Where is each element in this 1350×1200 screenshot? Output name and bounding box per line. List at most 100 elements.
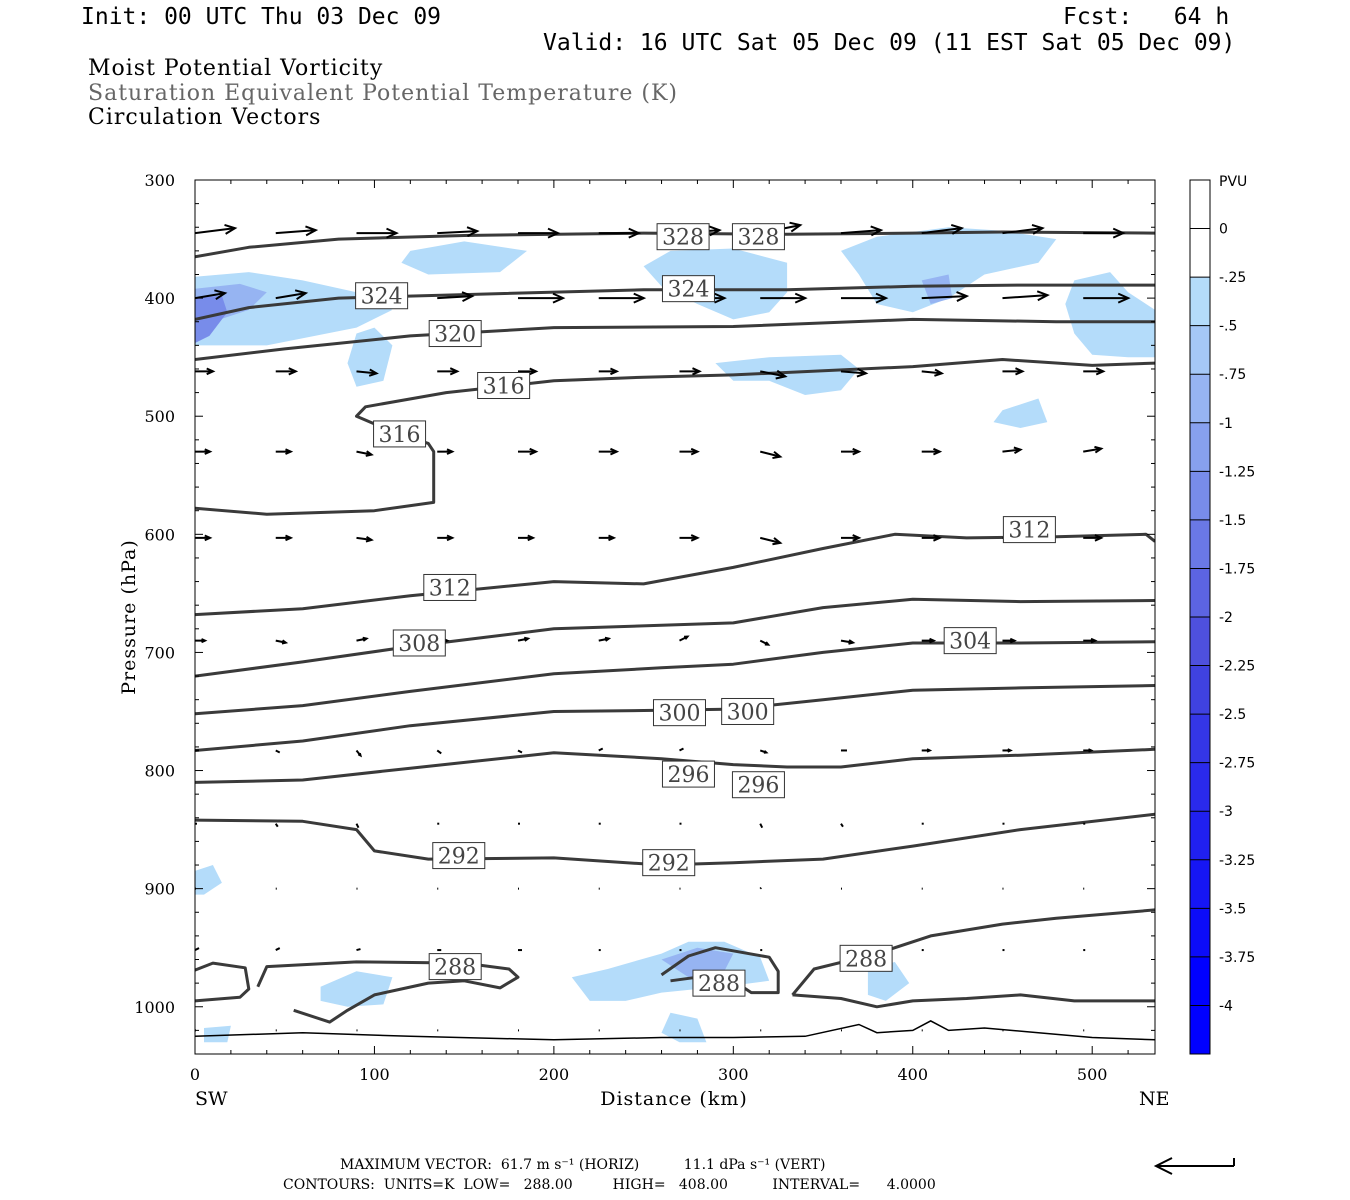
- vector-arrow: [1002, 446, 1023, 455]
- contour-label: 296: [661, 760, 715, 788]
- svg-text:288: 288: [845, 947, 887, 972]
- vector-arrow: [1083, 637, 1098, 644]
- y-tick-label: 800: [144, 762, 175, 781]
- svg-text:324: 324: [667, 278, 709, 303]
- contour-label: 324: [661, 275, 715, 303]
- svg-text:324: 324: [361, 285, 403, 310]
- vector-arrow: [1002, 367, 1025, 376]
- y-tick-label: 600: [144, 525, 175, 544]
- contour-label: 292: [642, 849, 696, 877]
- contour-288: [195, 961, 251, 1003]
- pv-colorbar: PVU 0 -.25 -.5 -.75 -1 -1.25 -1.5 -1.75 -2 -2.25 -2…: [1189, 174, 1255, 1055]
- colorbar-level-label: 0: [1219, 222, 1228, 238]
- contour-288: [792, 993, 1155, 1009]
- vector-arrow: [1083, 445, 1104, 454]
- contour-320: [195, 317, 1155, 361]
- svg-text:304: 304: [949, 630, 991, 655]
- svg-text:312: 312: [1008, 519, 1050, 544]
- vector-arrow: [195, 947, 200, 951]
- vector-arrow: [1002, 223, 1045, 235]
- pv-region: [401, 241, 527, 275]
- svg-text:328: 328: [662, 226, 704, 251]
- vector-arrow: [1002, 637, 1017, 644]
- contour-label: 296: [731, 771, 785, 799]
- colorbar-level-label: -2: [1219, 610, 1233, 626]
- axes: 300 400 500 600 700 800 900 1000 0 100 200 300 400 50…: [134, 171, 1155, 1084]
- pv-region: [204, 1025, 231, 1043]
- contour-label: 328: [731, 223, 785, 251]
- vector-arrow: [679, 747, 684, 752]
- vector-arrow: [517, 636, 531, 642]
- contour-296: [195, 747, 1155, 784]
- vector-arrow: [437, 367, 460, 376]
- colorbar-swatch: [1190, 714, 1210, 763]
- pv-region: [841, 227, 1057, 313]
- x-tick-label: 100: [359, 1065, 390, 1084]
- vector-arrow: [437, 226, 480, 238]
- pv-region: [195, 295, 228, 343]
- pv-region: [715, 354, 859, 395]
- y-tick-label: 700: [144, 643, 175, 662]
- vector-arrow: [517, 447, 539, 456]
- title-vectors: Circulation Vectors: [88, 105, 322, 130]
- svg-text:328: 328: [737, 226, 779, 251]
- vector-arrow: [840, 367, 869, 378]
- theta-es-contours: [195, 230, 1155, 1041]
- vector-arrow: [759, 886, 762, 890]
- vector-arrow: [1083, 367, 1106, 376]
- svg-text:292: 292: [438, 845, 480, 870]
- vector-arrow: [598, 227, 642, 239]
- vector-arrow: [195, 223, 238, 235]
- vector-arrow: [275, 448, 294, 455]
- contour-label: 288: [839, 944, 893, 972]
- vector-arrow: [598, 447, 620, 456]
- colorbar-swatch: [1190, 665, 1210, 715]
- vector-arrow: [759, 536, 783, 546]
- vector-arrow: [840, 639, 856, 645]
- contour-label: 308: [392, 629, 446, 657]
- vector-arrow: [517, 367, 539, 376]
- vector-arrow: [356, 636, 369, 642]
- vector-arrow: [356, 450, 374, 457]
- pv-region: [1065, 272, 1155, 358]
- vector-arrow: [437, 534, 455, 542]
- vector-arrow: [355, 749, 363, 758]
- contour-label: 324: [355, 282, 409, 310]
- colorbar-swatch: [1190, 180, 1210, 229]
- contour-288: [791, 908, 1155, 996]
- colorbar-level-label: -.25: [1219, 270, 1246, 286]
- y-tick-label: 900: [144, 880, 175, 899]
- y-tick-label: 400: [144, 289, 175, 308]
- vector-arrow: [275, 639, 289, 645]
- svg-text:316: 316: [483, 375, 525, 400]
- y-tick-label: 1000: [134, 998, 175, 1017]
- vector-arrow: [598, 636, 612, 642]
- svg-text:288: 288: [698, 972, 740, 997]
- svg-text:320: 320: [434, 323, 476, 348]
- vector-arrow: [679, 635, 690, 642]
- x-tick-label: 0: [190, 1065, 200, 1084]
- svg-text:300: 300: [727, 700, 769, 725]
- colorbar-level-label: -1.25: [1219, 464, 1255, 480]
- colorbar-level-label: -2.5: [1219, 707, 1246, 723]
- colorbar-swatch: [1190, 519, 1210, 569]
- colorbar-level-label: -1: [1219, 416, 1233, 432]
- x-tick-label: 400: [897, 1065, 928, 1084]
- contour-label: 312: [423, 573, 477, 601]
- contour-328: [195, 230, 1155, 259]
- contour-labels: 328 328 324 324 320 316 316 312 312 308 304 300 300 2…: [355, 223, 1056, 997]
- title-mpv: Moist Potential Vorticity: [88, 56, 384, 81]
- vector-arrow: [679, 367, 702, 376]
- contour-312: [195, 532, 1155, 617]
- vector-arrow: [759, 639, 771, 646]
- contour-label: 292: [432, 842, 486, 870]
- vector-arrow: [759, 450, 783, 460]
- vector-arrow: [921, 368, 945, 377]
- valid-time: Valid: 16 UTC Sat 05 Dec 09 (11 EST Sat …: [543, 30, 1236, 56]
- contour-label: 300: [652, 699, 706, 727]
- colorbar-swatch: [1190, 908, 1210, 957]
- vector-arrow: [275, 749, 281, 754]
- colorbar-swatch: [1190, 277, 1210, 326]
- colorbar-swatch: [1190, 811, 1210, 860]
- vector-arrow: [517, 227, 561, 239]
